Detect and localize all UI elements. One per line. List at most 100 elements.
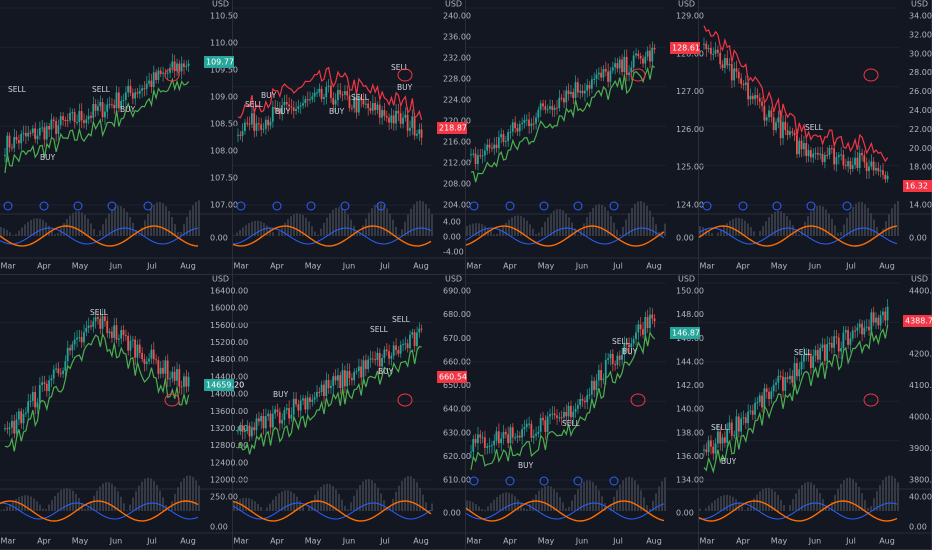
histogram-bar (601, 204, 603, 236)
time-axis-label: Mar (0, 537, 16, 546)
candle (388, 351, 390, 359)
candle (493, 440, 496, 446)
histogram-bar (466, 500, 468, 511)
histogram-bar (422, 494, 424, 511)
candle (816, 152, 819, 155)
price-tag-label: 128.61 (672, 44, 700, 53)
candle (246, 425, 249, 431)
histogram-bar (21, 495, 23, 511)
price-axis-label: 30.00 (909, 49, 932, 58)
candle (749, 95, 752, 100)
candle (115, 325, 118, 340)
price-tag (437, 371, 467, 383)
candle (858, 152, 861, 168)
candle (4, 428, 6, 430)
histogram-bar (810, 211, 812, 236)
candle (879, 170, 882, 172)
histogram-bar (383, 204, 385, 236)
price-axis-label: 124.00 (676, 201, 704, 210)
time-axis-label: Aug (413, 262, 429, 271)
price-axis-label: 16000.00 (210, 304, 248, 313)
candle (248, 425, 251, 437)
candle (504, 141, 507, 143)
chart-panel: USD 110.50 110.00 109.50 109.00 108.50 108.00 1… (0, 0, 238, 275)
candle (367, 103, 369, 109)
candle (884, 311, 887, 321)
price-axis-label: 3900.00 (909, 444, 932, 453)
price-axis-label: 12400.00 (210, 458, 248, 467)
histogram-bar (245, 225, 247, 236)
histogram-bar (586, 480, 588, 511)
candle (309, 99, 311, 101)
candle (509, 131, 512, 133)
histogram-bar (24, 495, 26, 511)
oscillator-line (465, 502, 665, 520)
candle (418, 328, 421, 333)
candle (264, 416, 267, 429)
histogram-bar (144, 478, 146, 511)
candle (761, 395, 763, 408)
histogram-bar (413, 478, 415, 511)
histogram-bar (640, 490, 642, 511)
chart-panel: USD4400.004300.004200.004100.004000.0039… (698, 275, 932, 550)
candle (45, 383, 48, 392)
histogram-bar (852, 479, 854, 511)
histogram-bar (622, 226, 624, 236)
histogram-bar (377, 487, 379, 511)
histogram-bar (386, 507, 388, 511)
histogram-bar (174, 493, 176, 511)
signal-label: SELL (90, 308, 109, 317)
histogram-bar (308, 221, 310, 236)
histogram-bar (867, 207, 869, 236)
histogram-bar (598, 490, 600, 511)
trailing-stop (470, 64, 656, 183)
signal-label: SELL (805, 123, 824, 132)
candle (542, 417, 544, 421)
candle (486, 144, 489, 151)
histogram-bar (882, 480, 884, 511)
histogram-bar (649, 210, 651, 236)
histogram-bar (416, 482, 418, 511)
histogram-bar (236, 232, 238, 236)
candle (786, 377, 789, 380)
candle (747, 82, 749, 100)
candle (511, 427, 514, 438)
candle (141, 88, 143, 91)
histogram-bar (99, 230, 101, 236)
price-axis-label: 34.00 (909, 12, 932, 21)
candle (851, 330, 854, 339)
oscillator-line (0, 225, 199, 247)
candle (57, 125, 60, 134)
histogram-bar (885, 221, 887, 236)
candle (243, 122, 246, 132)
histogram-bar (622, 480, 624, 511)
candle (509, 427, 512, 444)
histogram-bar (559, 209, 561, 236)
histogram-bar (514, 215, 516, 236)
candle (614, 63, 616, 68)
histogram-bar (553, 210, 555, 236)
histogram-bar (879, 235, 881, 236)
histogram-bar (18, 230, 20, 236)
candle (306, 99, 309, 101)
histogram-bar (401, 480, 403, 511)
candle (611, 67, 614, 71)
candle (518, 124, 521, 132)
histogram-bar (625, 219, 627, 236)
candle (765, 388, 768, 392)
candle (316, 391, 318, 398)
candle (136, 92, 139, 94)
candle (360, 97, 363, 101)
candle (374, 102, 376, 111)
histogram-bar (356, 489, 358, 511)
candle (528, 423, 530, 425)
histogram-bar (57, 232, 59, 236)
histogram-bar (568, 217, 570, 236)
candle (110, 331, 113, 338)
histogram-bar (177, 487, 179, 511)
histogram-bar (732, 218, 734, 236)
candle (493, 144, 496, 149)
histogram-bar (816, 205, 818, 236)
histogram-bar (643, 202, 645, 236)
histogram-bar (428, 208, 430, 236)
